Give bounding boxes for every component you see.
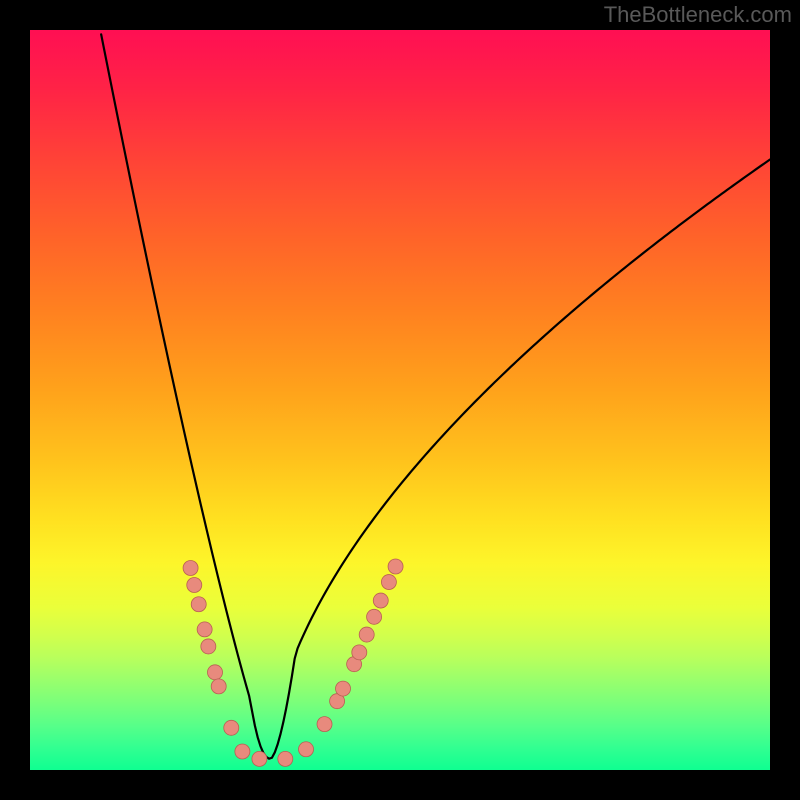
- data-marker: [208, 665, 223, 680]
- chart-svg: [0, 0, 800, 800]
- data-marker: [191, 597, 206, 612]
- plot-background: [30, 30, 770, 770]
- chart-stage: TheBottleneck.com: [0, 0, 800, 800]
- data-marker: [187, 578, 202, 593]
- data-marker: [211, 679, 226, 694]
- data-marker: [224, 720, 239, 735]
- data-marker: [336, 681, 351, 696]
- data-marker: [299, 742, 314, 757]
- data-marker: [235, 744, 250, 759]
- data-marker: [201, 639, 216, 654]
- data-marker: [197, 622, 212, 637]
- data-marker: [317, 717, 332, 732]
- data-marker: [278, 751, 293, 766]
- watermark-text: TheBottleneck.com: [604, 2, 792, 28]
- data-marker: [183, 560, 198, 575]
- data-marker: [352, 645, 367, 660]
- data-marker: [373, 593, 388, 608]
- data-marker: [381, 575, 396, 590]
- data-marker: [388, 559, 403, 574]
- data-marker: [252, 751, 267, 766]
- data-marker: [367, 609, 382, 624]
- data-marker: [359, 627, 374, 642]
